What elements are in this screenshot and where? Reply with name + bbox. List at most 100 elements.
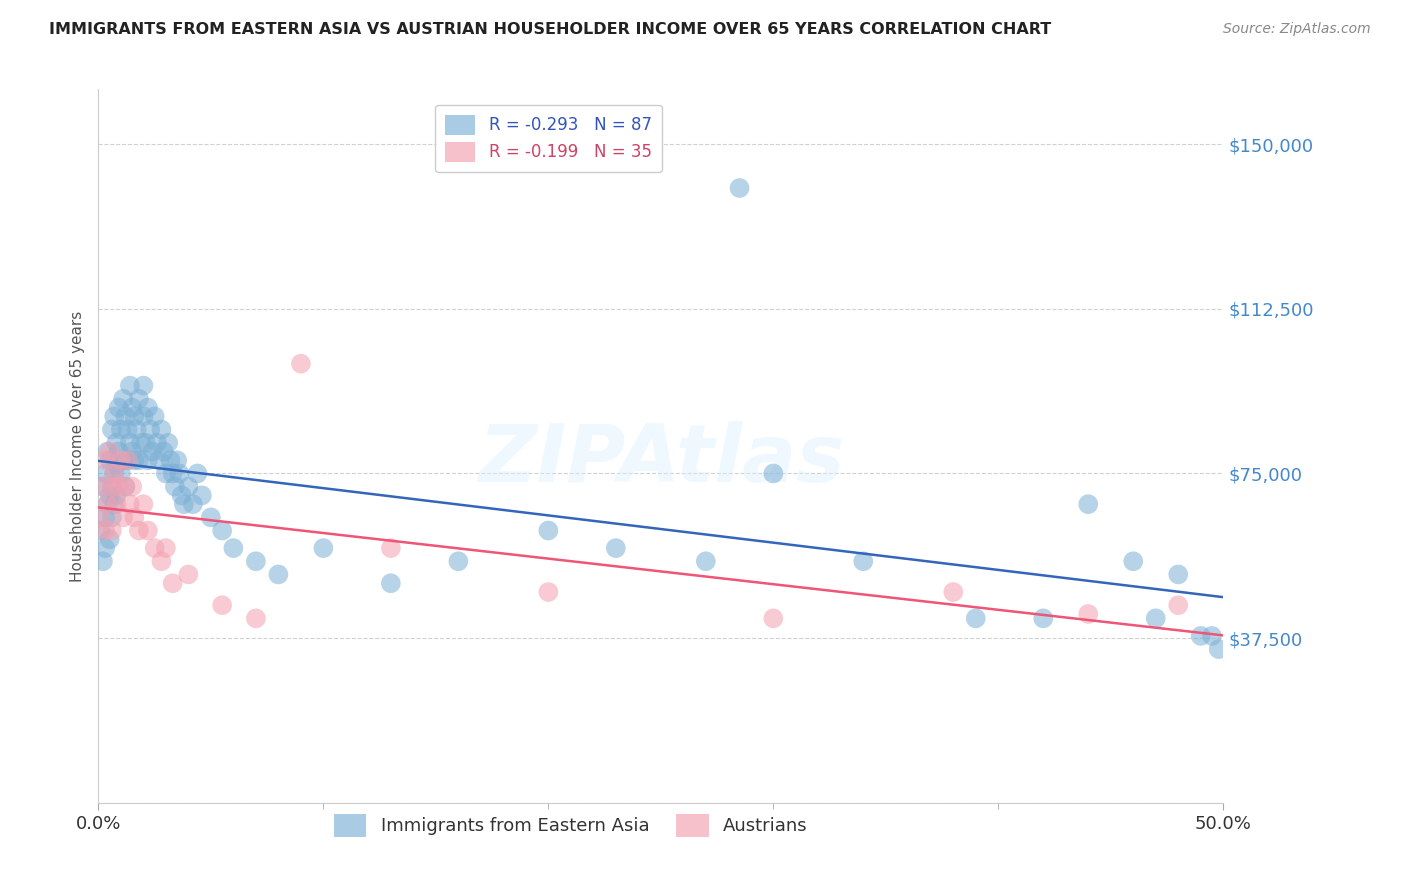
Point xyxy=(105,435,128,450)
Point xyxy=(186,467,208,481)
Point xyxy=(152,444,174,458)
Point xyxy=(965,611,987,625)
Point xyxy=(128,453,150,467)
Point xyxy=(94,467,117,481)
Point xyxy=(143,409,166,424)
Point xyxy=(103,497,125,511)
Point xyxy=(245,611,267,625)
Point xyxy=(166,453,188,467)
Point xyxy=(162,576,184,591)
Point xyxy=(132,378,155,392)
Point xyxy=(173,497,195,511)
Point xyxy=(728,181,751,195)
Point xyxy=(762,467,785,481)
Point xyxy=(146,435,169,450)
Point xyxy=(159,453,181,467)
Point xyxy=(312,541,335,555)
Point xyxy=(114,480,136,494)
Point xyxy=(211,524,233,538)
Point xyxy=(380,541,402,555)
Point xyxy=(103,409,125,424)
Point xyxy=(110,467,132,481)
Point xyxy=(98,488,121,502)
Point xyxy=(1189,629,1212,643)
Point xyxy=(1032,611,1054,625)
Point xyxy=(139,423,162,437)
Point xyxy=(101,510,124,524)
Point xyxy=(110,453,132,467)
Point xyxy=(118,378,141,392)
Legend: Immigrants from Eastern Asia, Austrians: Immigrants from Eastern Asia, Austrians xyxy=(326,807,815,844)
Point xyxy=(200,510,222,524)
Point xyxy=(447,554,470,568)
Point xyxy=(101,480,124,494)
Point xyxy=(1201,629,1223,643)
Point xyxy=(852,554,875,568)
Point xyxy=(110,423,132,437)
Point xyxy=(117,453,139,467)
Point xyxy=(143,541,166,555)
Point xyxy=(157,435,180,450)
Point xyxy=(136,453,159,467)
Point xyxy=(103,467,125,481)
Point xyxy=(1167,567,1189,582)
Point xyxy=(169,467,191,481)
Point xyxy=(128,392,150,406)
Point xyxy=(1144,611,1167,625)
Point xyxy=(103,467,125,481)
Point xyxy=(1077,497,1099,511)
Point xyxy=(98,444,121,458)
Point xyxy=(90,510,112,524)
Point xyxy=(129,435,152,450)
Point xyxy=(105,497,128,511)
Point xyxy=(94,510,117,524)
Point xyxy=(150,554,173,568)
Point xyxy=(132,497,155,511)
Point xyxy=(112,453,135,467)
Point xyxy=(211,598,233,612)
Point xyxy=(112,392,135,406)
Point xyxy=(94,541,117,555)
Point xyxy=(91,480,114,494)
Point xyxy=(181,497,204,511)
Point xyxy=(107,480,129,494)
Point xyxy=(121,401,143,415)
Point xyxy=(96,497,118,511)
Point xyxy=(136,401,159,415)
Text: ZIPAtlas: ZIPAtlas xyxy=(478,421,844,500)
Point xyxy=(124,453,146,467)
Point xyxy=(1167,598,1189,612)
Point xyxy=(118,497,141,511)
Point xyxy=(762,611,785,625)
Point xyxy=(91,480,114,494)
Point xyxy=(96,497,118,511)
Point xyxy=(155,541,177,555)
Point xyxy=(105,488,128,502)
Point xyxy=(114,480,136,494)
Point xyxy=(177,480,200,494)
Point xyxy=(1122,554,1144,568)
Point xyxy=(605,541,627,555)
Point xyxy=(118,435,141,450)
Point xyxy=(125,423,148,437)
Point xyxy=(101,480,124,494)
Point xyxy=(148,453,170,467)
Point xyxy=(101,524,124,538)
Point xyxy=(1077,607,1099,621)
Point xyxy=(124,510,146,524)
Point xyxy=(245,554,267,568)
Point xyxy=(107,401,129,415)
Point xyxy=(170,488,193,502)
Point xyxy=(177,567,200,582)
Point xyxy=(222,541,245,555)
Point xyxy=(121,480,143,494)
Point xyxy=(128,524,150,538)
Point xyxy=(380,576,402,591)
Point xyxy=(117,423,139,437)
Point xyxy=(267,567,290,582)
Point xyxy=(107,444,129,458)
Point xyxy=(537,524,560,538)
Point xyxy=(121,444,143,458)
Point xyxy=(162,467,184,481)
Text: Source: ZipAtlas.com: Source: ZipAtlas.com xyxy=(1223,22,1371,37)
